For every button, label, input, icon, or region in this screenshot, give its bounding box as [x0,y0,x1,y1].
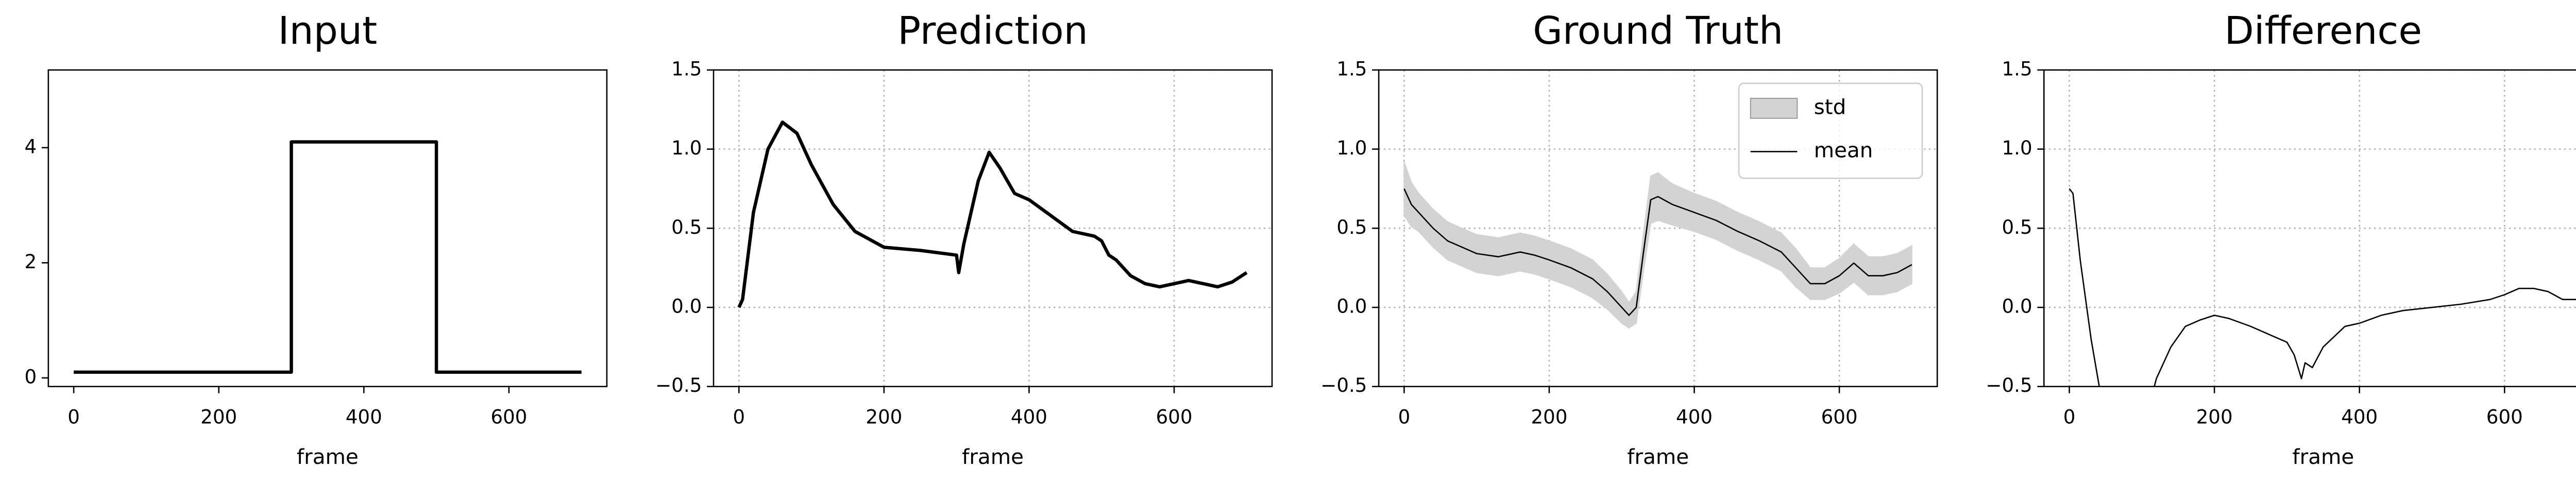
y-tick-label: 0.0 [1336,295,1367,318]
subplot-title: Prediction [897,8,1088,53]
subplot: Prediction frame 0 200 400 600 −0.5 0.0 0.5 1.0 1.… [655,8,1273,469]
y-tick-label: 0 [25,365,37,388]
x-axis-label: frame [297,444,359,469]
y-tick-label: 1.5 [671,57,702,80]
std-band [1403,161,1412,229]
subplot: Ground Truth frame 0 200 400 600 −0.5 0.0 0.5 1.0… [1320,8,1938,469]
y-tick-label: 0.5 [671,216,702,238]
x-tick-label: 0 [2063,406,2076,428]
subplot-title: Input [278,8,378,53]
x-tick-label: 400 [1676,406,1713,428]
x-tick-label: 200 [200,406,237,428]
x-tick-label: 600 [1821,406,1858,428]
std-band [1795,247,1811,301]
x-axis-label: frame [1627,444,1689,469]
y-tick-label: 4 [25,135,37,158]
line [1403,188,1912,316]
x-axis-label: frame [2292,444,2354,469]
line [74,140,582,374]
legend-label: mean [1814,137,1873,162]
x-tick-label: 0 [67,406,80,428]
y-tick-label: 2 [25,250,37,273]
y-tick-label: 0.0 [2002,295,2032,318]
x-tick-label: 400 [346,406,382,428]
x-tick-label: 200 [1531,406,1567,428]
y-tick-label: 0.5 [1336,216,1367,238]
x-tick-label: 0 [1398,406,1411,428]
std-band [1411,180,1419,233]
x-tick-label: 600 [1156,406,1192,428]
axes-frame [713,69,1273,388]
x-tick-label: 400 [2341,406,2378,428]
subplot: Difference frame 0 200 400 600 −0.5 0.0 0.5 1.0 1.… [1986,8,2576,469]
std-band [1657,171,1673,226]
y-tick-label: 0.5 [2002,216,2032,238]
line [2069,188,2576,387]
y-tick-label: 1.0 [2002,136,2032,159]
plot-area [737,120,1248,308]
y-tick-label: 1.0 [671,136,702,159]
x-tick-label: 200 [866,406,902,428]
y-tick-label: 1.5 [2002,57,2032,80]
std-band [1672,183,1695,232]
x-tick-label: 400 [1011,406,1047,428]
subplot-title: Ground Truth [1533,8,1783,53]
y-tick-label: −0.5 [655,374,702,396]
subplot-title: Difference [2225,8,2422,53]
y-tick-label: −0.5 [1986,374,2032,396]
subplot: Input frame 0 200 400 600 0 2 4 [25,8,608,469]
std-band [1628,290,1637,329]
legend-label: std [1814,94,1846,119]
std-band [1824,257,1840,301]
plot-area [1403,161,1912,329]
x-axis-label: frame [962,444,1024,469]
line [737,120,1248,308]
y-tick-label: 1.0 [1336,136,1367,159]
axes-frame [2043,69,2576,388]
y-tick-label: 1.5 [1336,57,1367,80]
x-tick-label: 0 [733,406,745,428]
axes-frame [47,69,608,388]
x-tick-label: 200 [2196,406,2233,428]
legend-swatch [1750,97,1798,119]
plot-area [2069,188,2576,387]
plot-area [74,140,582,374]
x-tick-label: 600 [490,406,527,428]
x-tick-label: 600 [2486,406,2523,428]
y-tick-label: −0.5 [1320,374,1367,396]
std-band [1621,290,1630,329]
y-tick-label: 0.0 [671,295,702,318]
axes-frame [1378,69,1938,388]
